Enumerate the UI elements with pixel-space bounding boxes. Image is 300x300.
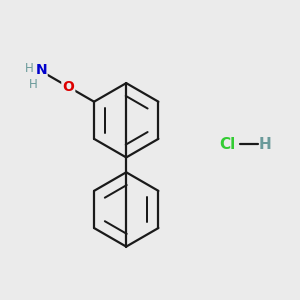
- Text: H: H: [29, 78, 38, 91]
- Text: H: H: [25, 62, 33, 75]
- Text: N: N: [35, 64, 47, 77]
- Text: Cl: Cl: [219, 136, 236, 152]
- Text: H: H: [259, 136, 272, 152]
- Text: O: O: [62, 80, 74, 94]
